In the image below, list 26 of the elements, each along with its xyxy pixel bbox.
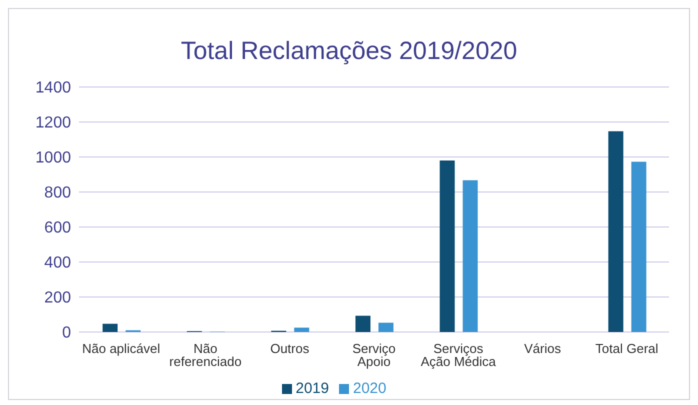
y-tick-label: 1000 — [35, 150, 72, 167]
bar — [378, 322, 394, 332]
bar — [440, 160, 455, 332]
bar — [462, 180, 478, 332]
legend-label: 2019 — [296, 380, 329, 397]
x-tick-label: Total Geral — [595, 341, 658, 356]
x-tick-label: Vários — [524, 341, 562, 356]
y-tick-label: 1400 — [35, 80, 72, 97]
chart-title: Total Reclamações 2019/2020 — [180, 37, 518, 67]
x-tick-label: Serviço Apoio — [352, 341, 396, 370]
bar — [294, 328, 310, 332]
bar — [102, 324, 118, 332]
y-tick-label: 1200 — [35, 114, 72, 132]
y-tick-label: 800 — [44, 184, 72, 202]
y-tick-label: 600 — [44, 220, 72, 237]
x-tick-label: Serviços Ação Médica — [420, 341, 497, 370]
bar — [608, 131, 624, 332]
legend-label: 2020 — [353, 380, 386, 397]
y-tick-label: 200 — [44, 290, 72, 307]
x-tick-label: Não aplicável — [82, 341, 160, 356]
y-tick-label: 400 — [44, 254, 72, 272]
x-tick-label: Não referenciado — [169, 341, 242, 370]
bar — [631, 162, 646, 332]
x-tick-label: Outros — [270, 341, 310, 356]
y-tick-label: 0 — [62, 324, 72, 342]
bar — [355, 316, 370, 332]
